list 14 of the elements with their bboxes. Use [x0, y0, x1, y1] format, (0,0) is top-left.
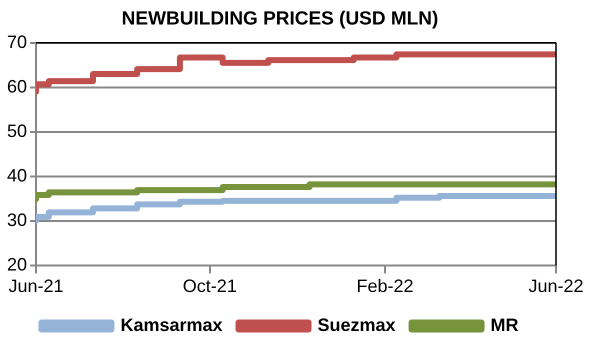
- y-tick-label: 40: [6, 165, 28, 186]
- x-tick-label: Jun-22: [528, 276, 584, 296]
- y-tick-label: 20: [6, 254, 28, 274]
- x-tick-label: Feb-22: [356, 276, 414, 296]
- y-tick-label: 30: [6, 210, 28, 230]
- legend-label: Suezmax: [318, 314, 396, 335]
- y-tick-label: 70: [6, 32, 28, 52]
- legend-label: MR: [490, 314, 519, 335]
- chart-title: NEWBUILDING PRICES (USD MLN): [122, 8, 438, 30]
- x-tick-label: Oct-21: [182, 276, 237, 296]
- y-tick-label: 50: [6, 120, 28, 141]
- legend-label: Kamsarmax: [120, 314, 223, 335]
- y-tick-label: 60: [6, 76, 28, 96]
- x-tick-label: Jun-21: [8, 276, 64, 296]
